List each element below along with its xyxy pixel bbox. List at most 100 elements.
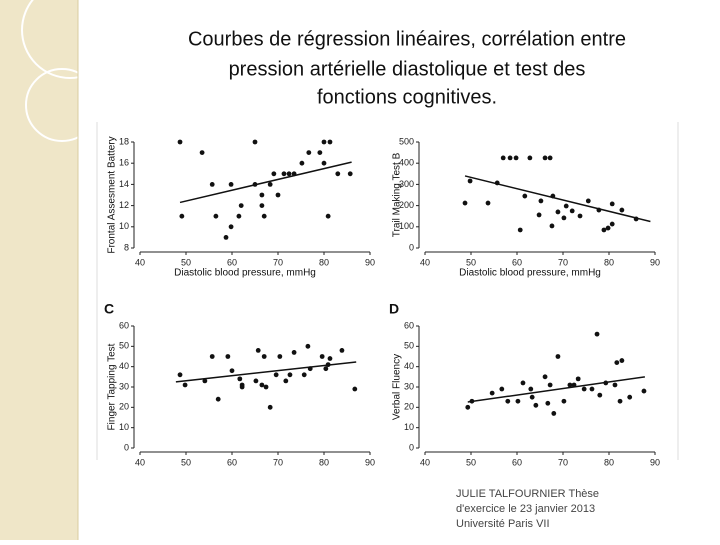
point	[585, 198, 591, 204]
y-tick-label: 10	[404, 422, 414, 432]
point	[605, 225, 611, 231]
point	[253, 378, 259, 384]
y-tick-label: 10	[119, 422, 129, 432]
y-axis-label: Finger Tapping Test	[107, 343, 118, 430]
x-tick-label: 80	[604, 257, 614, 267]
point	[522, 193, 528, 199]
point	[321, 160, 327, 166]
y-tick-label: 30	[119, 381, 129, 391]
point	[299, 160, 305, 166]
point	[575, 376, 581, 382]
point	[536, 212, 542, 218]
regression-line	[179, 161, 352, 204]
x-tick-label: 80	[319, 457, 329, 467]
y-tick-label: 18	[119, 136, 129, 146]
x-axis-label: Diastolic blood pressure, mmHg	[459, 268, 601, 279]
point	[271, 171, 277, 177]
point	[601, 227, 607, 233]
point	[515, 398, 521, 404]
point	[213, 213, 219, 219]
y-tick-label: 20	[404, 402, 414, 412]
x-axis-label: Diastolic blood pressure, mmHg	[174, 268, 316, 279]
point	[317, 150, 323, 156]
point	[614, 360, 620, 365]
point	[259, 203, 265, 209]
point	[499, 386, 505, 392]
decor-circle	[21, 0, 119, 79]
point	[335, 171, 341, 177]
point	[549, 223, 555, 229]
y-tick-label: 12	[119, 200, 129, 210]
point	[228, 182, 234, 187]
title-line: pression artérielle diastolique et test …	[229, 58, 586, 80]
x-tick-label: 40	[420, 457, 430, 467]
x-tick-label: 60	[227, 457, 237, 467]
point	[589, 386, 595, 392]
point	[547, 155, 553, 161]
footer-line: JULIE TALFOURNIER Thèse	[456, 488, 599, 500]
point	[273, 372, 279, 378]
point	[325, 213, 331, 219]
y-tick-label: 40	[119, 361, 129, 371]
y-axis-label: Frontal Assesment Battery	[107, 136, 118, 253]
point	[609, 221, 615, 227]
point	[505, 398, 511, 404]
point	[267, 182, 273, 187]
point	[542, 155, 548, 161]
point	[507, 155, 513, 161]
point	[237, 376, 243, 382]
point	[542, 374, 548, 380]
point	[179, 213, 185, 219]
point	[182, 382, 188, 388]
x-tick-label: 70	[273, 457, 283, 467]
x-tick-label: 50	[466, 257, 476, 267]
point	[236, 213, 242, 219]
point	[223, 235, 229, 240]
y-tick-label: 60	[404, 320, 414, 330]
point	[467, 178, 473, 184]
point	[555, 354, 561, 359]
point	[259, 382, 265, 388]
y-tick-label: 20	[119, 402, 129, 412]
point	[239, 384, 245, 390]
x-tick-label: 60	[227, 257, 237, 267]
point	[263, 384, 269, 390]
x-tick-label: 90	[650, 257, 660, 267]
point	[347, 171, 353, 177]
point	[597, 392, 603, 398]
x-tick-label: 70	[558, 257, 568, 267]
y-tick-label: 0	[409, 242, 414, 252]
point	[202, 378, 208, 384]
panel-letter: C	[104, 301, 114, 317]
x-tick-label: 50	[181, 457, 191, 467]
point	[581, 386, 587, 392]
y-tick-label: 40	[404, 361, 414, 371]
point	[259, 192, 265, 198]
point	[555, 209, 561, 215]
point	[563, 203, 569, 209]
x-tick-label: 40	[135, 257, 145, 267]
point	[209, 354, 215, 359]
x-tick-label: 50	[181, 257, 191, 267]
point	[619, 358, 625, 363]
x-tick-label: 80	[604, 457, 614, 467]
y-tick-label: 200	[399, 200, 414, 210]
point	[339, 348, 345, 353]
y-tick-label: 8	[124, 242, 129, 252]
point	[225, 354, 231, 359]
x-tick-label: 90	[650, 457, 660, 467]
point	[238, 203, 244, 209]
point	[513, 155, 519, 161]
y-tick-label: 60	[119, 320, 129, 330]
x-tick-label: 40	[420, 257, 430, 267]
regression-line	[464, 175, 651, 223]
y-tick-label: 300	[399, 179, 414, 189]
x-tick-label: 90	[365, 257, 375, 267]
y-tick-label: 14	[119, 179, 129, 189]
point	[261, 354, 267, 359]
point	[485, 200, 491, 206]
point	[520, 380, 526, 386]
regression-line	[175, 361, 357, 383]
point	[287, 372, 293, 378]
